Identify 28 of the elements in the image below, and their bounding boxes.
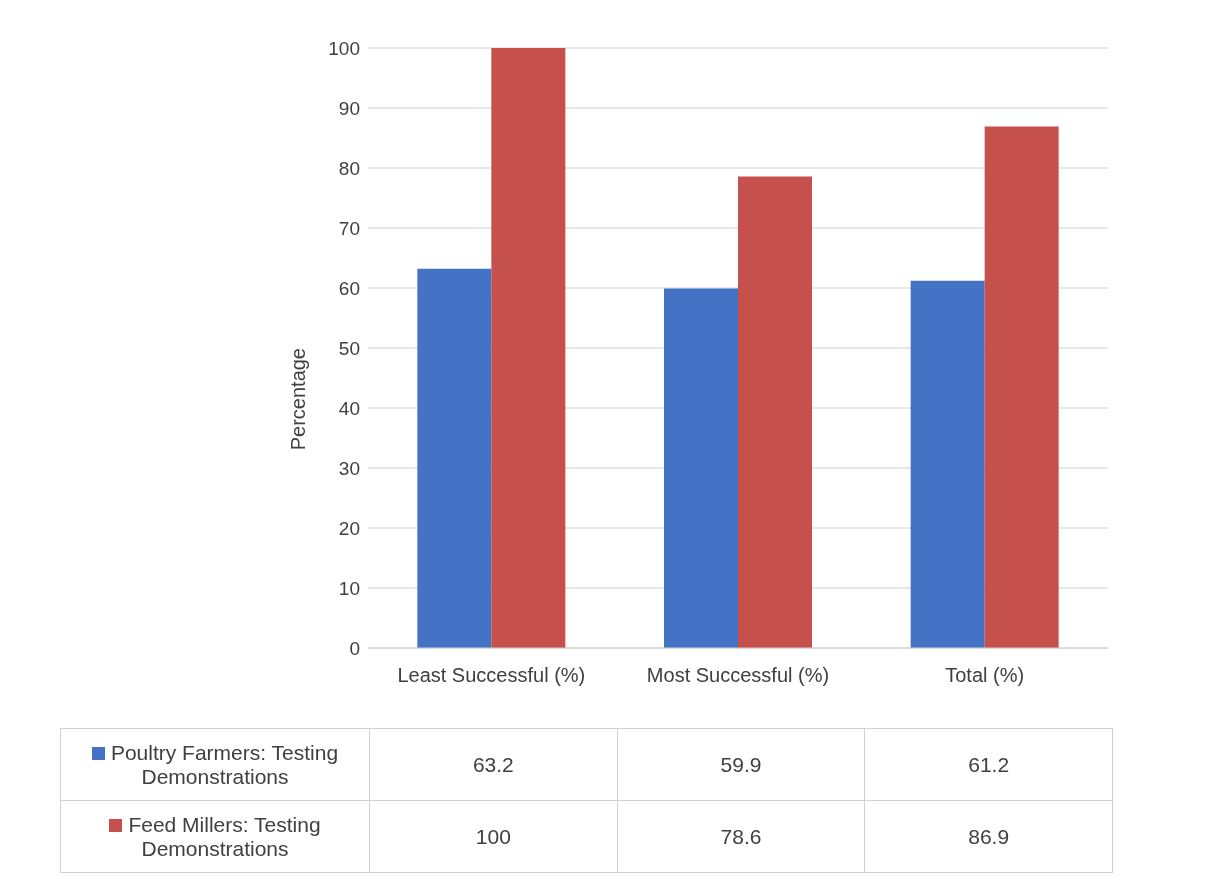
bar xyxy=(664,288,738,648)
data-label: 63.2 xyxy=(369,728,618,801)
legend-label: Poultry Farmers: Testing Demonstrations xyxy=(60,728,370,801)
y-tick-label: 0 xyxy=(349,637,360,659)
y-tick-label: 80 xyxy=(338,157,360,179)
y-tick-label: 70 xyxy=(338,217,360,239)
data-label: 61.2 xyxy=(864,728,1113,801)
legend-label: Feed Millers: Testing Demonstrations xyxy=(60,800,370,873)
y-tick-label: 40 xyxy=(338,397,360,419)
y-tick-label: 100 xyxy=(328,37,360,59)
x-tick-label: Total (%) xyxy=(945,664,1025,687)
y-tick-label: 20 xyxy=(338,517,360,539)
data-label: 59.9 xyxy=(617,728,865,801)
bar xyxy=(738,176,812,648)
x-tick-label: Least Successful (%) xyxy=(397,664,586,687)
y-tick-label: 30 xyxy=(338,457,360,479)
y-tick-label: 10 xyxy=(338,577,360,599)
bar xyxy=(984,126,1059,648)
bar xyxy=(491,48,566,648)
x-tick-label: Most Successful (%) xyxy=(646,664,830,687)
y-tick-label: 60 xyxy=(338,277,360,299)
data-label: 78.6 xyxy=(617,800,865,873)
y-tick-label: 90 xyxy=(338,97,360,119)
data-label: 86.9 xyxy=(864,800,1113,873)
y-axis-title: Percentage xyxy=(287,348,310,451)
bar xyxy=(417,268,492,648)
bar xyxy=(910,280,985,648)
y-tick-label: 50 xyxy=(338,337,360,359)
